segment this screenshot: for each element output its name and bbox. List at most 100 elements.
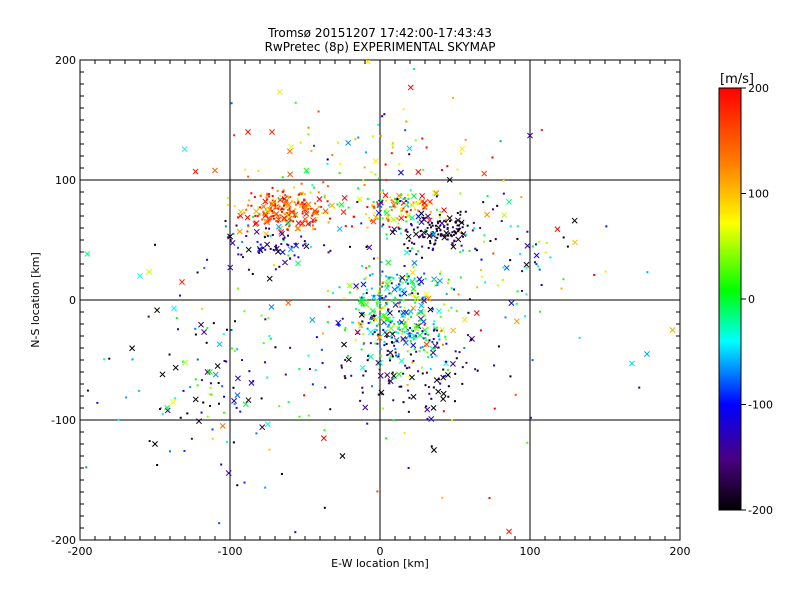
data-point bbox=[390, 336, 393, 339]
data-point bbox=[400, 337, 403, 340]
data-point bbox=[409, 250, 412, 253]
data-point bbox=[407, 410, 410, 413]
data-point bbox=[361, 391, 364, 394]
data-point-x bbox=[391, 226, 398, 233]
data-point bbox=[403, 330, 406, 333]
data-point bbox=[383, 340, 386, 343]
data-point bbox=[396, 325, 399, 328]
data-point bbox=[371, 385, 374, 388]
data-point bbox=[300, 192, 303, 195]
data-point bbox=[421, 346, 424, 349]
data-point-x bbox=[181, 146, 188, 153]
data-point bbox=[424, 332, 427, 335]
data-point-x bbox=[571, 217, 578, 224]
data-point bbox=[248, 370, 251, 373]
data-point bbox=[531, 359, 534, 362]
data-point bbox=[406, 272, 409, 275]
data-point bbox=[379, 348, 382, 351]
data-point bbox=[361, 386, 364, 389]
data-point bbox=[344, 358, 347, 361]
data-point-x bbox=[508, 300, 515, 307]
data-point bbox=[461, 366, 464, 369]
data-point bbox=[200, 411, 203, 414]
data-point bbox=[103, 358, 106, 361]
data-point bbox=[422, 168, 425, 171]
data-point bbox=[314, 228, 317, 231]
data-point bbox=[209, 386, 212, 389]
data-point bbox=[526, 230, 529, 233]
data-point-x bbox=[358, 311, 365, 318]
colorbar-tick-label: -200 bbox=[748, 504, 773, 517]
data-point bbox=[459, 192, 462, 195]
data-point bbox=[387, 214, 390, 217]
data-point bbox=[447, 395, 450, 398]
data-point bbox=[322, 332, 325, 335]
data-point bbox=[360, 312, 363, 315]
data-point bbox=[282, 204, 285, 207]
data-point-x bbox=[430, 349, 437, 356]
data-point bbox=[451, 419, 454, 422]
data-point bbox=[317, 191, 320, 194]
data-point bbox=[186, 412, 189, 415]
data-point bbox=[439, 229, 442, 232]
data-point bbox=[439, 234, 442, 237]
data-point bbox=[282, 197, 285, 200]
data-point bbox=[340, 366, 343, 369]
data-point-x bbox=[406, 145, 413, 152]
data-point bbox=[431, 308, 434, 311]
data-point bbox=[531, 245, 534, 248]
data-point-x bbox=[401, 290, 408, 297]
data-point-x bbox=[182, 359, 188, 366]
data-point-x bbox=[420, 216, 427, 223]
data-point bbox=[298, 415, 301, 418]
data-point-x bbox=[364, 60, 371, 65]
data-point bbox=[362, 374, 365, 377]
data-point bbox=[329, 249, 332, 252]
data-point bbox=[515, 302, 518, 305]
data-point bbox=[407, 197, 410, 200]
data-point bbox=[344, 225, 347, 228]
data-point bbox=[305, 219, 308, 222]
data-point bbox=[389, 320, 392, 323]
scatter-points bbox=[84, 60, 692, 535]
data-point bbox=[161, 413, 164, 416]
data-point bbox=[387, 379, 390, 382]
data-point bbox=[397, 302, 400, 305]
data-point bbox=[391, 371, 394, 374]
data-point bbox=[463, 346, 466, 349]
data-point bbox=[211, 428, 214, 431]
data-point bbox=[390, 276, 393, 279]
data-point bbox=[286, 211, 289, 214]
data-point bbox=[562, 236, 565, 239]
data-point bbox=[408, 239, 411, 242]
data-point bbox=[326, 290, 329, 293]
data-point bbox=[108, 357, 111, 360]
data-point bbox=[440, 329, 443, 332]
data-point bbox=[210, 393, 213, 396]
data-point bbox=[439, 315, 442, 318]
data-point bbox=[343, 328, 346, 331]
data-point bbox=[383, 304, 386, 307]
data-point bbox=[241, 256, 244, 259]
data-point-x bbox=[377, 372, 384, 379]
data-point bbox=[455, 357, 458, 360]
data-point bbox=[436, 341, 439, 344]
data-point bbox=[354, 339, 357, 342]
data-point bbox=[194, 333, 197, 336]
data-point bbox=[466, 224, 469, 227]
data-point-x bbox=[389, 229, 396, 236]
data-point bbox=[390, 292, 393, 295]
data-point bbox=[398, 301, 401, 304]
data-point bbox=[356, 332, 359, 335]
data-point-x bbox=[426, 233, 433, 239]
data-point bbox=[276, 189, 279, 192]
data-point bbox=[227, 236, 230, 239]
data-point bbox=[405, 325, 408, 328]
data-point bbox=[196, 384, 199, 387]
data-point bbox=[468, 298, 471, 301]
data-point bbox=[427, 386, 430, 389]
data-point bbox=[388, 276, 391, 279]
data-point bbox=[690, 216, 692, 218]
data-point bbox=[410, 241, 413, 244]
data-point bbox=[314, 369, 317, 372]
